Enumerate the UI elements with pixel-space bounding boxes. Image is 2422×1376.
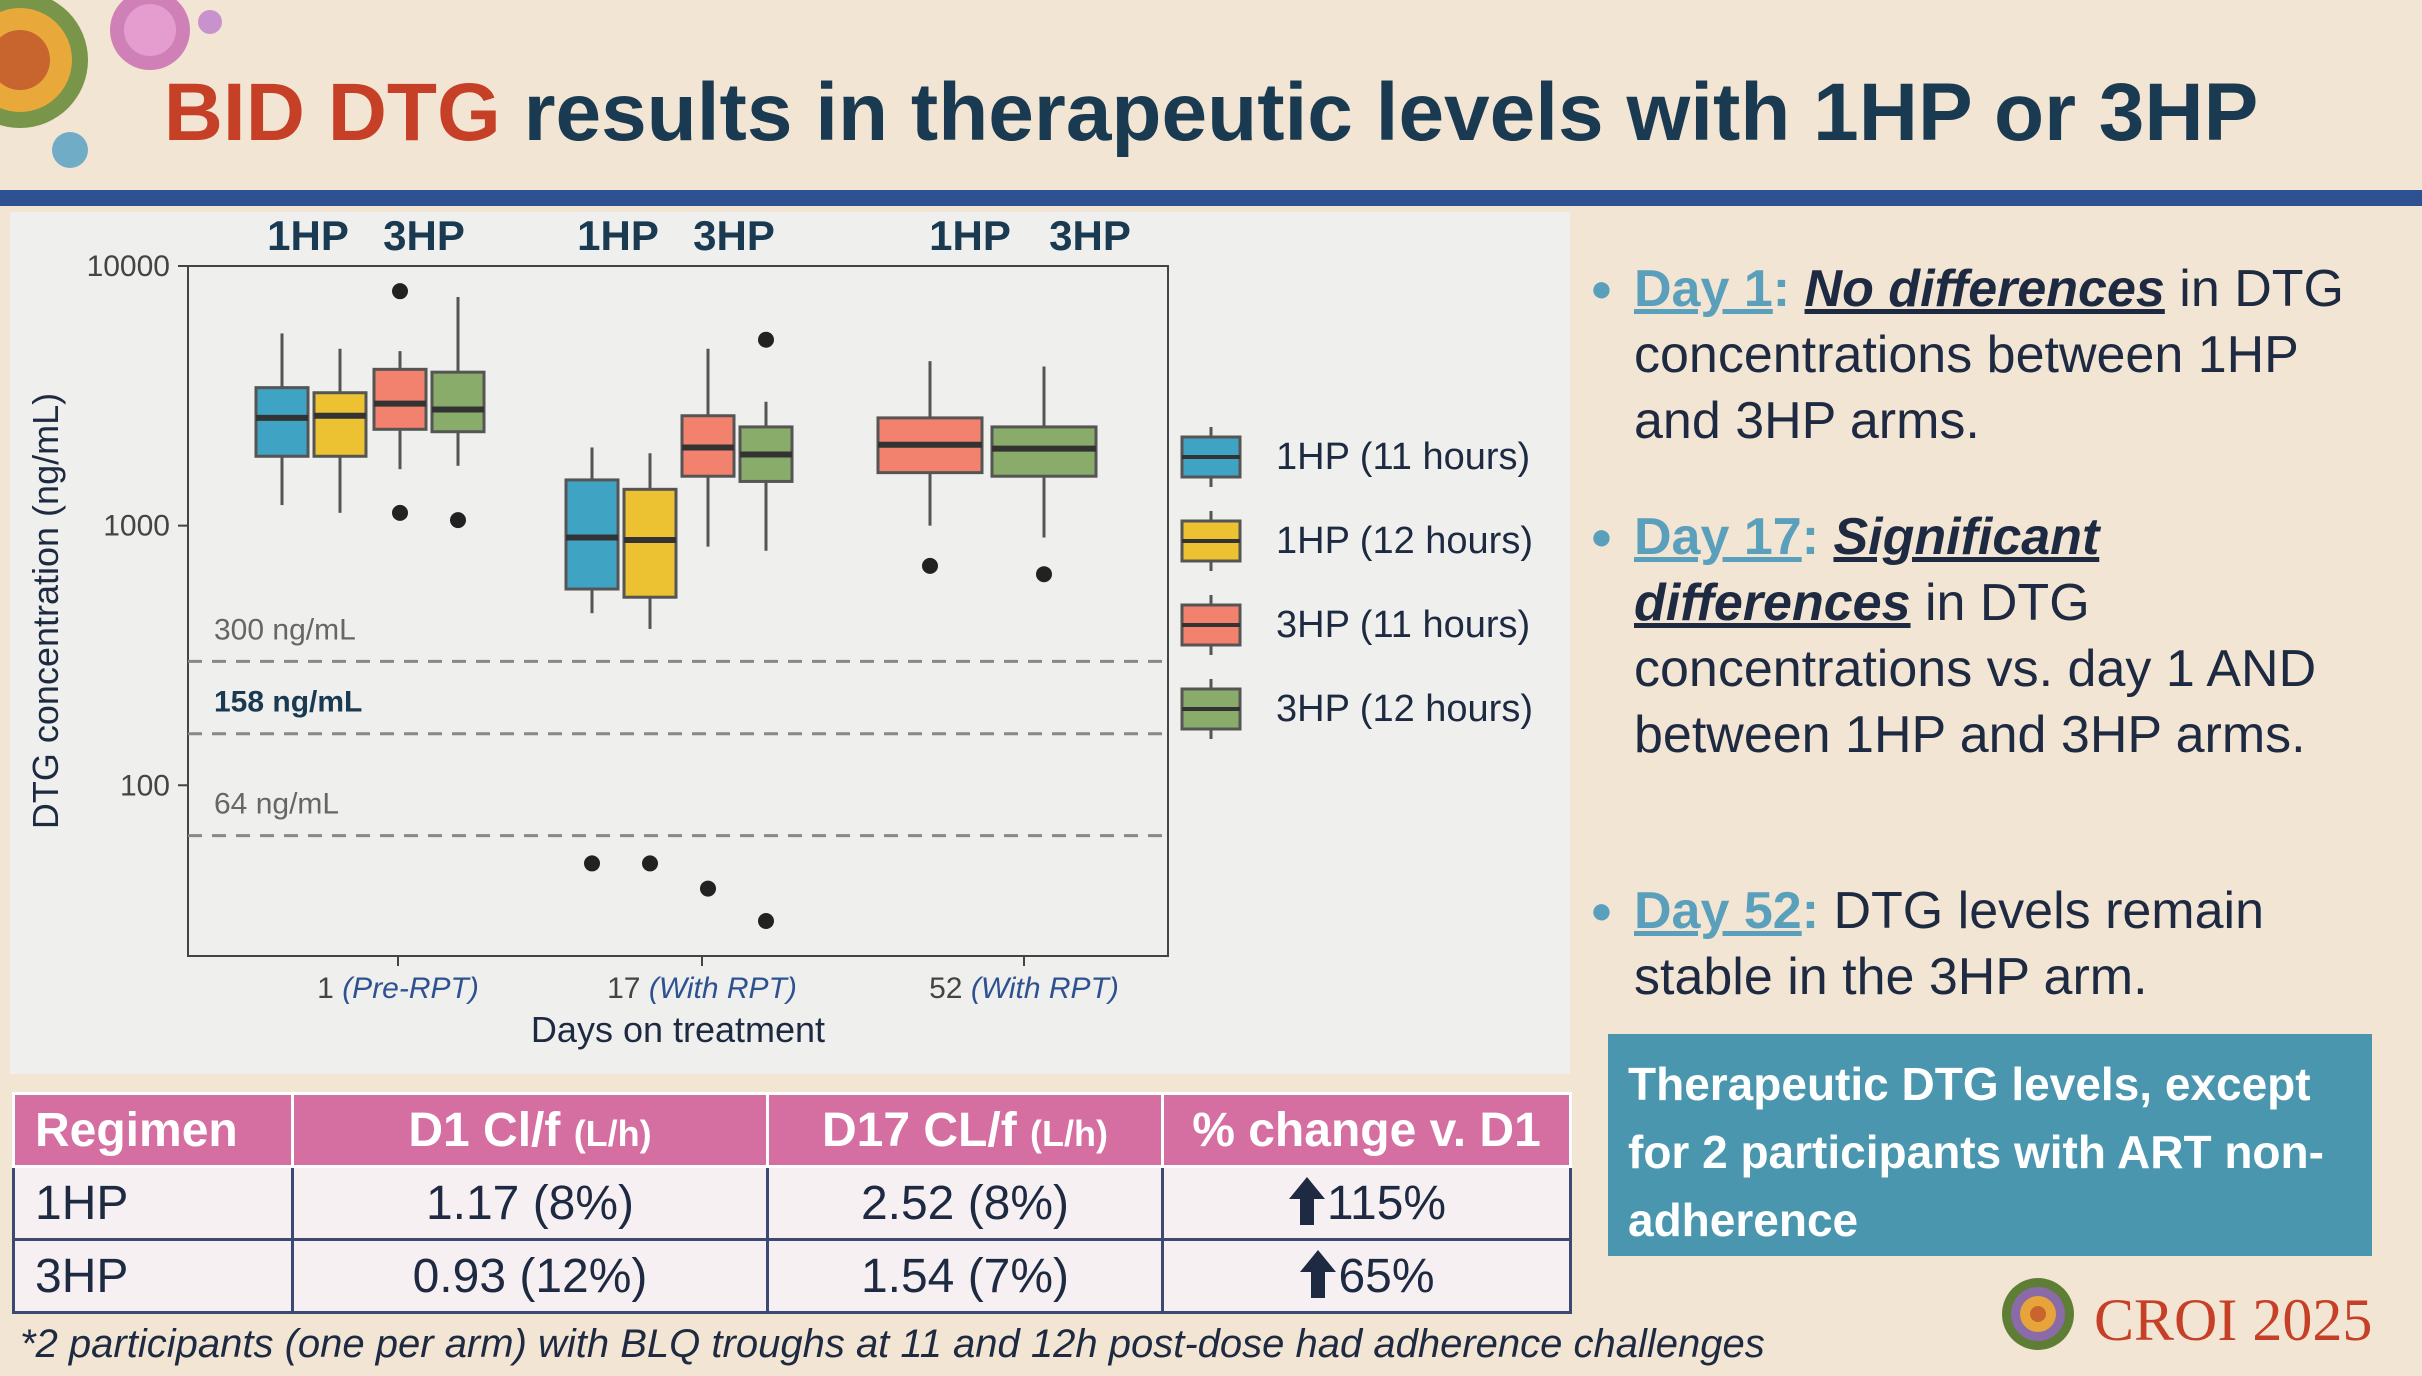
bullet-dot: ● — [1590, 516, 1613, 558]
header-d17-clf: D17 CL/f (L/h) — [766, 1092, 1164, 1168]
slide-title: BID DTG results in therapeutic levels wi… — [0, 66, 2422, 160]
table-header-row: Regimen D1 Cl/f (L/h) D17 CL/f (L/h) % c… — [12, 1092, 1572, 1168]
x-axis-label: Days on treatment — [531, 1009, 825, 1050]
outlier-point — [392, 283, 408, 300]
cell-regimen: 3HP — [12, 1238, 294, 1314]
cell-change: 115% — [1161, 1165, 1572, 1241]
header-percent-change: % change v. D1 — [1161, 1092, 1572, 1168]
y-tick-label: 1000 — [103, 510, 170, 543]
bullet-day17: ● Day 17: Significant differences in DTG… — [1590, 504, 2390, 768]
outlier-point — [642, 855, 658, 872]
reference-line-label: 300 ng/mL — [214, 613, 356, 646]
box-iqr — [622, 487, 678, 599]
x-tick-label: 52 (With RPT) — [929, 972, 1119, 1005]
reference-line-label: 158 ng/mL — [214, 686, 362, 719]
outlier-point — [758, 331, 774, 348]
croi-logo-text: CROI 2025 — [2094, 1287, 2373, 1353]
bullet-dot: ● — [1590, 268, 1613, 310]
croi-virus-logo-icon — [2002, 1278, 2074, 1350]
y-tick-label: 10000 — [87, 250, 170, 283]
outlier-point — [450, 512, 466, 529]
arrow-up-icon — [1288, 1177, 1325, 1225]
slide-header — [0, 0, 2422, 190]
box-iqr — [372, 367, 428, 431]
group-header-label: 1HP — [267, 212, 349, 259]
legend-label: 3HP (12 hours) — [1276, 688, 1533, 730]
bullet-dot: ● — [1590, 890, 1613, 932]
group-header-label: 3HP — [1049, 212, 1131, 259]
bullet-day52: ● Day 52: DTG levels remain stable in th… — [1590, 878, 2390, 1010]
reference-line-label: 64 ng/mL — [214, 788, 339, 821]
table-row: 1HP 1.17 (8%) 2.52 (8%) 115% — [12, 1165, 1572, 1241]
x-tick-label: 17 (With RPT) — [607, 972, 797, 1005]
cell-d17: 2.52 (8%) — [766, 1165, 1164, 1241]
header-d1-clf: D1 Cl/f (L/h) — [291, 1092, 769, 1168]
group-header-label: 1HP — [929, 212, 1011, 259]
cell-change: 65% — [1161, 1238, 1572, 1314]
y-axis-label: DTG concentration (ng/mL) — [25, 393, 66, 829]
bullet-day1: ● Day 1: No differences in DTG concentra… — [1590, 256, 2390, 454]
outlier-point — [922, 557, 938, 574]
cell-regimen: 1HP — [12, 1165, 294, 1241]
footnote: *2 participants (one per arm) with BLQ t… — [20, 1322, 1765, 1366]
bullet-text: in DTG concentrations between 1HP and 3H… — [1634, 260, 2344, 450]
box-plot: 100 1000 10000 DTG concentration (ng/mL) 300… — [25, 212, 1533, 1050]
box-iqr — [312, 391, 368, 458]
cell-d1: 1.17 (8%) — [291, 1165, 769, 1241]
arrow-up-icon — [1300, 1250, 1337, 1298]
outlier-point — [758, 913, 774, 930]
box-iqr — [430, 370, 486, 434]
bullet-emphasis: No differences — [1804, 260, 2165, 318]
y-tick-label: 100 — [120, 769, 170, 802]
virus-decoration-icon — [0, 0, 222, 168]
bullet-text: in DTG concentrations vs. day 1 AND betw… — [1634, 574, 2317, 764]
box-iqr — [254, 386, 310, 458]
bullet-day-label: Day 17 — [1634, 508, 1802, 566]
outlier-point — [700, 880, 716, 897]
title-accent: BID DTG — [163, 67, 501, 158]
box-iqr — [564, 478, 620, 591]
title-rule — [0, 190, 2422, 206]
box-plot-panel: 100 1000 10000 DTG concentration (ng/mL) 300… — [10, 212, 1570, 1074]
outlier-point — [392, 504, 408, 521]
bullet-emphasis: Significant differences — [1634, 508, 2100, 632]
clearance-table: Regimen D1 Cl/f (L/h) D17 CL/f (L/h) % c… — [12, 1092, 1572, 1314]
legend-label: 3HP (11 hours) — [1276, 604, 1530, 646]
group-header-label: 1HP — [577, 212, 659, 259]
plot-frame — [187, 265, 1169, 957]
callout-box: Therapeutic DTG levels, except for 2 par… — [1608, 1034, 2372, 1256]
header-regimen: Regimen — [12, 1092, 294, 1168]
title-rest: results in therapeutic levels with 1HP o… — [500, 67, 2259, 158]
table-row: 3HP 0.93 (12%) 1.54 (7%) 65% — [12, 1238, 1572, 1314]
group-header-label: 3HP — [383, 212, 465, 259]
x-tick-label: 1 (Pre-RPT) — [317, 972, 479, 1005]
bullet-day-label: Day 1 — [1634, 260, 1773, 318]
outlier-point — [1036, 566, 1052, 583]
legend-label: 1HP (12 hours) — [1276, 520, 1533, 562]
outlier-point — [584, 855, 600, 872]
bullet-text: DTG levels remain stable in the 3HP arm. — [1634, 882, 2265, 1006]
bullet-day-label: Day 52 — [1634, 882, 1802, 940]
legend-label: 1HP (11 hours) — [1276, 436, 1530, 478]
cell-d1: 0.93 (12%) — [291, 1238, 769, 1314]
cell-d17: 1.54 (7%) — [766, 1238, 1164, 1314]
group-header-label: 3HP — [693, 212, 775, 259]
